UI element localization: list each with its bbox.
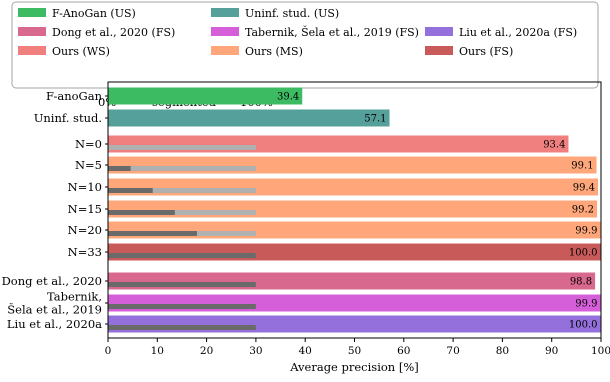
legend-swatch bbox=[425, 27, 453, 36]
legend-box bbox=[11, 1, 599, 89]
legend-entry: Dong et al., 2020 (FS) bbox=[52, 26, 175, 39]
y-tick-label: Uninf. stud. bbox=[34, 111, 102, 125]
segmented-fill bbox=[108, 304, 256, 309]
legend-swatch bbox=[18, 46, 46, 55]
data-label: 57.1 bbox=[364, 114, 386, 125]
segmented-fill bbox=[108, 188, 153, 193]
segmented-track bbox=[108, 145, 256, 150]
y-tick-labels: F-anoGan Uninf. stud. N=0 N=5 N=10 N=15 N=20 N=… bbox=[2, 89, 108, 331]
x-tick-label: 20 bbox=[200, 345, 213, 357]
y-tick-label: N=33 bbox=[68, 245, 102, 259]
legend-entry: Liu et al., 2020a (FS) bbox=[459, 26, 577, 39]
y-tick-label: N=10 bbox=[68, 180, 102, 194]
legend-entry: Ours (WS) bbox=[52, 45, 110, 58]
x-axis: 0 10 20 30 40 50 60 70 80 90 100 bbox=[105, 338, 610, 357]
x-tick-label: 90 bbox=[545, 345, 558, 357]
x-tick-label: 80 bbox=[496, 345, 509, 357]
x-tick-label: 0 bbox=[105, 345, 112, 357]
legend-entry: Uninf. stud. (US) bbox=[245, 7, 339, 20]
legend-swatch bbox=[211, 27, 239, 36]
legend-swatch bbox=[18, 27, 46, 36]
legend-swatch bbox=[425, 46, 453, 55]
segmented-track bbox=[108, 166, 256, 171]
legend: F-AnoGan (US) Uninf. stud. (US) Liu et al.… bbox=[18, 7, 577, 58]
data-label: 100.0 bbox=[569, 320, 598, 331]
y-tick-label: N=5 bbox=[75, 158, 102, 172]
segmented-fill bbox=[108, 325, 256, 330]
segmented-fill bbox=[108, 282, 256, 287]
bar bbox=[108, 109, 390, 127]
x-tick-label: 70 bbox=[446, 345, 459, 357]
x-axis-label: Average precision [%] bbox=[289, 360, 419, 374]
y-tick-label: Tabernik, Šela et al., 2019 bbox=[7, 290, 102, 317]
segmented-fill bbox=[108, 253, 256, 258]
segmented-fill bbox=[108, 166, 131, 171]
legend-entry: Ours (MS) bbox=[245, 45, 303, 58]
y-tick-label: N=0 bbox=[75, 137, 102, 151]
segmented-fill bbox=[108, 210, 175, 215]
data-label: 99.2 bbox=[572, 205, 594, 216]
y-tick-label: F-anoGan bbox=[46, 89, 103, 103]
y-tick-label: N=20 bbox=[68, 223, 102, 237]
legend-entry: F-AnoGan (US) bbox=[52, 7, 136, 20]
x-tick-label: 40 bbox=[299, 345, 312, 357]
data-label: 93.4 bbox=[543, 140, 565, 151]
bars: 39.4 57.1 93.4 99.1 99.4 99.2 99.9 100.0 98.8 99.… bbox=[108, 87, 601, 333]
segmented-track bbox=[108, 188, 256, 193]
legend-swatch bbox=[18, 8, 46, 17]
data-label: 100.0 bbox=[569, 248, 598, 259]
segmented-track bbox=[108, 210, 256, 215]
y-tick-label: N=15 bbox=[68, 202, 102, 216]
data-label: 99.4 bbox=[573, 183, 595, 194]
legend-swatch bbox=[211, 46, 239, 55]
x-tick-label: 50 bbox=[348, 345, 361, 357]
bar bbox=[108, 87, 303, 105]
legend-entry: Tabernik, Šela et al., 2019 (FS) bbox=[245, 25, 419, 39]
data-label: 99.1 bbox=[571, 161, 593, 172]
legend-swatch bbox=[211, 8, 239, 17]
legend-entry: Ours (FS) bbox=[459, 45, 513, 58]
x-tick-label: 100 bbox=[591, 345, 610, 357]
data-label: 98.8 bbox=[570, 277, 592, 288]
x-tick-label: 60 bbox=[397, 345, 410, 357]
data-label: 99.9 bbox=[575, 299, 597, 310]
data-label: 99.9 bbox=[575, 226, 597, 237]
y-tick-label: Dong et al., 2020 bbox=[2, 274, 102, 288]
x-tick-label: 30 bbox=[249, 345, 262, 357]
segmented-fill bbox=[108, 231, 197, 236]
x-tick-label: 10 bbox=[151, 345, 164, 357]
data-label: 39.4 bbox=[277, 92, 299, 103]
y-tick-label: Liu et al., 2020a bbox=[7, 317, 102, 331]
